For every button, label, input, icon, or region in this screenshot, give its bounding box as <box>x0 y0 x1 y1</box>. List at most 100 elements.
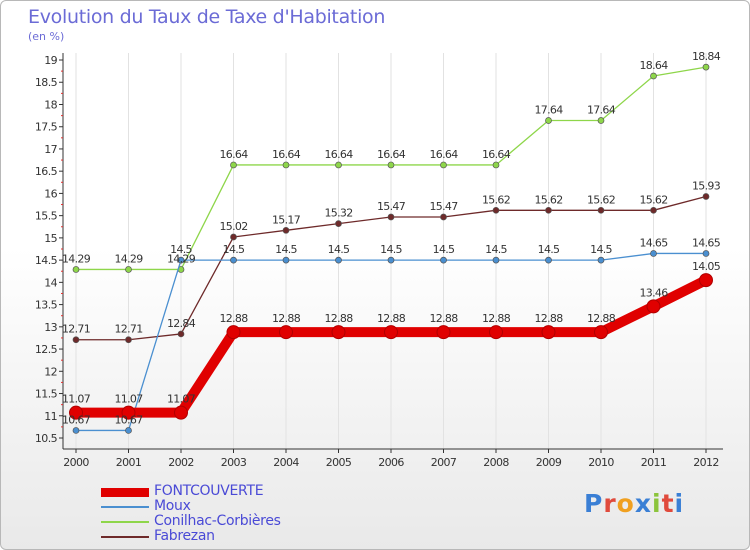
data-label-fontcouverte: 12.88 <box>377 312 406 325</box>
data-label-conilhac-corbi-res: 14.29 <box>62 252 91 265</box>
data-label-conilhac-corbi-res: 16.64 <box>272 148 301 161</box>
data-label-moux: 14.5 <box>328 243 350 256</box>
data-point-fontcouverte <box>384 325 398 340</box>
y-tick-label: 13.5 <box>35 299 58 312</box>
data-label-fabrezan: 12.71 <box>115 323 143 336</box>
data-label-conilhac-corbi-res: 16.64 <box>377 148 406 161</box>
data-label-fabrezan: 12.84 <box>167 317 196 330</box>
data-label-fabrezan: 15.93 <box>692 180 721 193</box>
legend-swatch-conilhac-corbieres <box>101 521 149 523</box>
data-point-conilhac-corbi-res <box>702 63 710 71</box>
y-tick-label: 14 <box>44 276 57 289</box>
data-point-conilhac-corbi-res <box>72 266 80 273</box>
x-tick-label: 2003 <box>221 456 247 469</box>
y-tick-label: 12 <box>44 365 57 378</box>
data-point-fontcouverte <box>69 405 83 420</box>
legend-swatch-fabrezan <box>101 536 149 538</box>
data-point-conilhac-corbi-res <box>597 117 605 124</box>
data-label-conilhac-corbi-res: 18.64 <box>640 59 669 72</box>
data-label-conilhac-corbi-res: 16.64 <box>430 148 459 161</box>
data-point-fontcouverte <box>121 405 136 420</box>
x-tick-label: 2008 <box>483 456 509 469</box>
data-label-fabrezan: 15.32 <box>325 207 353 220</box>
data-label-moux: 14.65 <box>692 236 721 249</box>
legend-swatch-fontcouverte <box>101 488 149 497</box>
data-label-fontcouverte: 11.07 <box>62 393 91 406</box>
data-point-moux <box>335 256 342 264</box>
data-point-moux <box>387 256 395 264</box>
data-label-fontcouverte: 12.88 <box>325 312 354 325</box>
data-point-conilhac-corbi-res <box>335 161 342 169</box>
data-point-fontcouverte <box>699 273 713 288</box>
data-point-conilhac-corbi-res <box>387 161 395 169</box>
y-tick-label: 17 <box>44 143 57 156</box>
logo-letter: x <box>634 489 652 518</box>
data-point-moux <box>597 256 605 264</box>
data-label-fontcouverte: 12.88 <box>430 312 459 325</box>
x-tick-label: 2002 <box>168 456 194 469</box>
data-label-conilhac-corbi-res: 18.84 <box>692 50 721 63</box>
data-label-conilhac-corbi-res: 16.64 <box>220 148 249 161</box>
data-label-fontcouverte: 13.46 <box>640 286 669 299</box>
data-point-fabrezan <box>545 206 552 214</box>
legend-label-moux: Moux <box>154 498 191 514</box>
y-tick-label: 16.5 <box>35 165 58 178</box>
data-point-fontcouverte <box>331 325 346 340</box>
data-label-fontcouverte: 11.07 <box>167 393 196 406</box>
x-tick-label: 2005 <box>326 456 352 469</box>
y-tick-label: 11 <box>44 410 57 423</box>
y-tick-label: 15 <box>44 232 57 245</box>
data-point-moux <box>440 256 447 264</box>
legend-swatch-moux <box>101 506 149 508</box>
data-label-fabrezan: 15.62 <box>535 193 563 206</box>
y-tick-label: 10.5 <box>35 432 58 445</box>
data-label-fontcouverte: 14.05 <box>692 260 721 273</box>
data-label-fabrezan: 12.71 <box>62 323 90 336</box>
data-point-fabrezan <box>702 193 710 200</box>
y-tick-label: 14.5 <box>35 254 58 267</box>
data-label-moux: 14.5 <box>590 243 612 256</box>
x-tick-label: 2007 <box>431 456 457 469</box>
data-point-fontcouverte <box>646 299 661 314</box>
logo-letter: i <box>674 489 685 518</box>
data-label-moux: 10.67 <box>115 413 144 426</box>
data-point-conilhac-corbi-res <box>230 161 237 169</box>
data-label-conilhac-corbi-res: 14.29 <box>115 252 144 265</box>
x-tick-label: 2011 <box>641 456 667 469</box>
data-label-conilhac-corbi-res: 16.64 <box>325 148 354 161</box>
data-point-moux <box>72 427 80 434</box>
data-label-moux: 14.65 <box>640 236 669 249</box>
data-label-fontcouverte: 11.07 <box>115 393 144 406</box>
y-tick-label: 15.5 <box>35 210 58 223</box>
data-label-moux: 14.5 <box>380 243 402 256</box>
data-point-moux <box>650 250 657 257</box>
data-point-moux <box>545 256 552 264</box>
x-tick-label: 2000 <box>63 456 89 469</box>
y-tick-label: 11.5 <box>35 388 58 401</box>
data-point-moux <box>230 256 237 264</box>
data-point-conilhac-corbi-res <box>125 266 132 273</box>
data-label-fontcouverte: 12.88 <box>587 312 616 325</box>
chart-title: Evolution du Taux de Taxe d'Habitation <box>28 6 386 28</box>
data-label-conilhac-corbi-res: 16.64 <box>482 148 511 161</box>
data-label-fontcouverte: 12.88 <box>272 312 301 325</box>
data-label-fabrezan: 15.02 <box>220 220 248 233</box>
x-tick-label: 2006 <box>378 456 404 469</box>
logo-letter: i <box>652 489 662 518</box>
data-point-fabrezan <box>282 226 290 234</box>
data-point-moux <box>177 256 185 264</box>
y-tick-label: 18.5 <box>35 76 58 89</box>
y-tick-label: 19 <box>44 54 57 67</box>
data-point-fontcouverte <box>541 325 556 340</box>
data-label-fontcouverte: 12.88 <box>220 312 249 325</box>
proxiti-logo: Proxiti <box>584 489 684 518</box>
data-point-fabrezan <box>650 206 657 214</box>
data-point-moux <box>125 427 132 434</box>
data-point-conilhac-corbi-res <box>545 117 552 124</box>
data-point-moux <box>492 256 500 264</box>
data-label-moux: 14.5 <box>485 243 507 256</box>
data-point-fontcouverte <box>489 325 503 340</box>
data-point-conilhac-corbi-res <box>492 161 500 169</box>
